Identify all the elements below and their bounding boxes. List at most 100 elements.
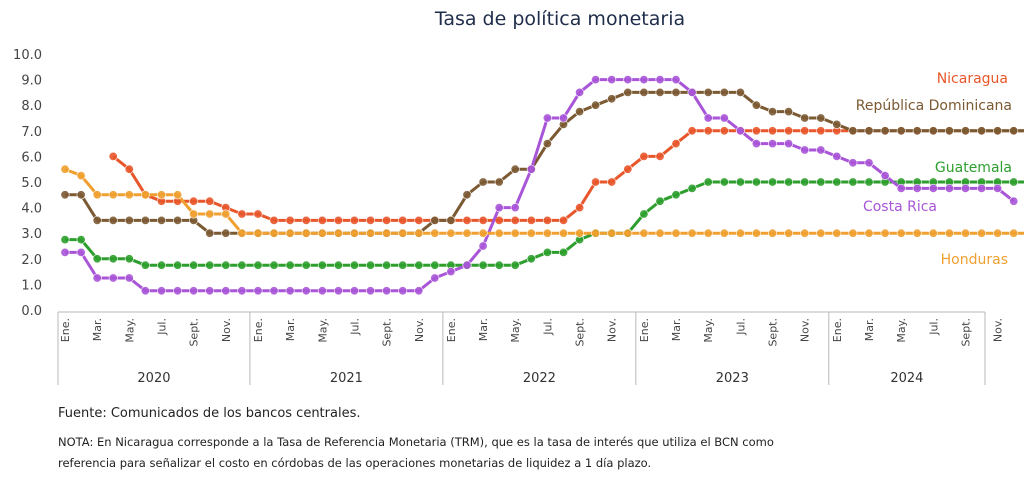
x-tick-label: May. xyxy=(895,318,908,343)
data-point xyxy=(92,273,102,283)
x-tick-label: May. xyxy=(316,318,329,343)
data-point xyxy=(157,286,167,296)
data-point xyxy=(864,228,874,238)
data-point xyxy=(719,228,729,238)
data-point xyxy=(124,254,134,264)
data-point xyxy=(510,203,520,213)
data-point xyxy=(285,215,295,225)
data-point xyxy=(237,228,247,238)
x-tick-label: Ene. xyxy=(252,318,265,342)
data-point xyxy=(944,126,954,136)
data-point xyxy=(398,260,408,270)
data-point xyxy=(864,158,874,168)
data-point xyxy=(398,286,408,296)
data-point xyxy=(446,228,456,238)
data-point xyxy=(542,113,552,123)
data-point xyxy=(607,75,617,85)
data-point xyxy=(60,235,70,245)
data-point xyxy=(558,113,568,123)
data-point xyxy=(960,126,970,136)
data-point xyxy=(816,228,826,238)
x-tick-label: Mar. xyxy=(91,318,104,341)
data-point xyxy=(510,215,520,225)
data-point xyxy=(349,215,359,225)
data-point xyxy=(655,196,665,206)
data-point xyxy=(124,273,134,283)
data-point xyxy=(542,139,552,149)
x-tick-label: Sept. xyxy=(767,318,780,347)
data-point xyxy=(108,215,118,225)
x-tick-label: Jul. xyxy=(927,318,940,336)
data-point xyxy=(237,209,247,219)
data-point xyxy=(816,126,826,136)
data-point xyxy=(189,286,199,296)
data-point xyxy=(687,126,697,136)
y-tick-label: 6.0 xyxy=(21,150,42,165)
data-point xyxy=(124,190,134,200)
data-point xyxy=(767,139,777,149)
data-point xyxy=(784,107,794,117)
data-point xyxy=(140,286,150,296)
data-point xyxy=(398,215,408,225)
data-point xyxy=(478,215,488,225)
series-guatemala xyxy=(60,177,1024,270)
data-point xyxy=(832,177,842,187)
data-point xyxy=(800,228,810,238)
data-point xyxy=(864,126,874,136)
year-label: 2024 xyxy=(890,371,923,386)
data-point xyxy=(784,228,794,238)
line-chart: Tasa de política monetaria 0.0 1.0 2.0 3.0 4… xyxy=(13,8,1024,386)
data-point xyxy=(607,228,617,238)
data-point xyxy=(784,139,794,149)
data-point xyxy=(832,151,842,161)
data-point xyxy=(349,228,359,238)
data-point xyxy=(510,260,520,270)
data-point xyxy=(157,260,167,270)
data-point xyxy=(1009,126,1019,136)
year-label: 2023 xyxy=(716,371,749,386)
x-tick-label: Mar. xyxy=(863,318,876,341)
data-point xyxy=(703,177,713,187)
data-point xyxy=(462,215,472,225)
data-point xyxy=(301,286,311,296)
data-point xyxy=(510,228,520,238)
axes: 0.0 1.0 2.0 3.0 4.0 5.0 6.0 7.0 8.0 9.0 10.0 Ene. Ma… xyxy=(13,48,1005,386)
series-label: Guatemala xyxy=(935,160,1012,176)
data-point xyxy=(542,247,552,257)
data-point xyxy=(1009,177,1019,187)
data-point xyxy=(333,228,343,238)
data-point xyxy=(751,139,761,149)
data-point xyxy=(221,286,231,296)
data-point xyxy=(800,177,810,187)
data-point xyxy=(719,126,729,136)
y-tick-label: 7.0 xyxy=(21,125,42,140)
data-point xyxy=(108,151,118,161)
data-point xyxy=(92,190,102,200)
year-label: 2020 xyxy=(137,371,170,386)
data-point xyxy=(928,228,938,238)
data-point xyxy=(333,286,343,296)
data-point xyxy=(671,139,681,149)
data-point xyxy=(189,209,199,219)
series-labels: Nicaragua República Dominicana Guatemala Co… xyxy=(856,71,1012,268)
x-tick-label: Ene. xyxy=(831,318,844,342)
data-point xyxy=(221,228,231,238)
data-point xyxy=(494,260,504,270)
data-point xyxy=(767,107,777,117)
data-point xyxy=(301,260,311,270)
data-point xyxy=(205,228,215,238)
data-point xyxy=(108,273,118,283)
data-point xyxy=(494,203,504,213)
x-tick-label: Mar. xyxy=(670,318,683,341)
data-point xyxy=(173,190,183,200)
series-label: Honduras xyxy=(941,252,1008,268)
data-point xyxy=(558,247,568,257)
data-point xyxy=(719,177,729,187)
data-point xyxy=(430,260,440,270)
data-point xyxy=(800,145,810,155)
data-point xyxy=(735,126,745,136)
x-tick-label: Sept. xyxy=(574,318,587,347)
data-point xyxy=(623,75,633,85)
data-point xyxy=(333,215,343,225)
data-point xyxy=(253,228,263,238)
